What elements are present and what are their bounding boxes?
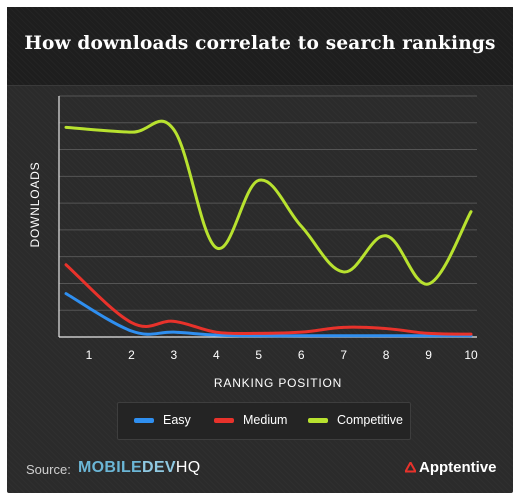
y-axis-title: DOWNLOADS xyxy=(28,162,42,248)
x-tick-label: 9 xyxy=(425,348,432,362)
x-tick-label: 6 xyxy=(298,348,305,362)
x-tick-label: 10 xyxy=(464,348,478,362)
x-tick-label: 5 xyxy=(255,348,262,362)
series-lines xyxy=(64,119,473,338)
x-axis-title: RANKING POSITION xyxy=(214,376,342,390)
legend-swatch-medium xyxy=(214,418,234,423)
x-tick-label: 8 xyxy=(383,348,390,362)
legend-swatch-easy xyxy=(134,418,154,423)
x-tick-label: 1 xyxy=(86,348,93,362)
logo-part-hq: HQ xyxy=(175,459,201,476)
series-line-competitive xyxy=(64,119,473,286)
title-bar: How downloads correlate to search rankin… xyxy=(7,7,513,86)
legend-label-medium: Medium xyxy=(243,413,288,427)
apptentive-text: Apptentive xyxy=(419,459,497,476)
x-tick-label: 7 xyxy=(340,348,347,362)
x-tick-label: 2 xyxy=(128,348,135,362)
legend-label-easy: Easy xyxy=(163,413,191,427)
chart-title: How downloads correlate to search rankin… xyxy=(24,33,496,54)
logo-part-mobile: MOBILE xyxy=(78,459,143,476)
series-line-easy xyxy=(64,292,473,338)
x-tick-label: 4 xyxy=(213,348,220,362)
legend: Easy Medium Competitive xyxy=(117,402,411,440)
legend-label-competitive: Competitive xyxy=(337,413,403,427)
x-tick-labels: 1 2 3 4 5 6 7 8 9 10 xyxy=(86,348,478,362)
grid-lines xyxy=(59,95,477,311)
source-label: Source: xyxy=(26,462,71,477)
logo-part-dev: DEV xyxy=(142,459,176,476)
apptentive-icon xyxy=(405,462,416,473)
x-tick-label: 3 xyxy=(171,348,178,362)
line-chart: 1 2 3 4 5 6 7 8 9 10 RANKING POSITION DOWNLOADS xyxy=(28,95,478,390)
infographic-card: How downloads correlate to search rankin… xyxy=(7,7,513,493)
series-line-medium xyxy=(64,263,473,336)
legend-swatch-competitive xyxy=(308,418,328,423)
mobiledevhq-logo: MOBILEDEVHQ xyxy=(78,459,200,477)
